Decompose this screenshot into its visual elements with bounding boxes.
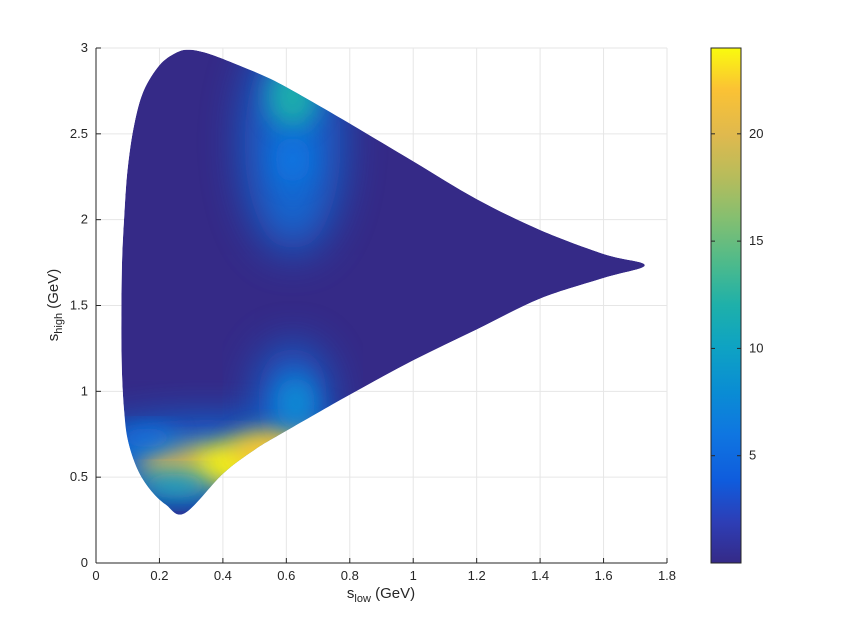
y-axis-label-unit: (GeV) [45, 269, 62, 313]
x-tick-label: 1 [410, 568, 417, 583]
x-tick-label: 1.4 [531, 568, 549, 583]
y-tick-label: 2 [81, 212, 88, 227]
hotspot-6 [121, 426, 177, 449]
colorbar-gradient [710, 47, 742, 564]
y-axis-label: shigh (GeV) [45, 269, 65, 341]
y-tick-label: 1 [81, 383, 88, 398]
x-tick-label: 0.4 [214, 568, 232, 583]
x-tick-label: 1.8 [658, 568, 676, 583]
colorbar-tick-label: 15 [749, 233, 763, 248]
x-tick-label: 0 [92, 568, 99, 583]
x-axis-label: slow (GeV) [347, 585, 415, 605]
colorbar-tick-label: 5 [749, 448, 756, 463]
x-axis-label-unit: (GeV) [371, 585, 415, 602]
y-tick-label: 0.5 [70, 469, 88, 484]
hotspot-5 [276, 377, 316, 430]
y-tick-label: 2.5 [70, 126, 88, 141]
x-axis-ticks: 0 0.2 0.4 0.6 0.8 1 1.2 1.4 1.6 1.8 [92, 558, 676, 583]
colorbar-tick-label: 20 [749, 126, 763, 141]
hotspot-1 [275, 136, 311, 183]
hotspot-7 [141, 473, 210, 499]
x-axis-label-base: s [347, 585, 355, 602]
x-tick-label: 1.2 [468, 568, 486, 583]
colorbar: 5 10 15 20 [710, 47, 763, 564]
x-tick-label: 0.2 [150, 568, 168, 583]
x-tick-label: 0.6 [277, 568, 295, 583]
y-tick-label: 1.5 [70, 298, 88, 313]
y-axis-label-base: s [45, 334, 62, 342]
y-tick-label: 3 [81, 40, 88, 55]
colorbar-tick-label: 10 [749, 340, 763, 355]
y-axis-label-sub: high [53, 313, 65, 334]
x-axis-label-sub: low [354, 593, 371, 605]
x-tick-label: 0.8 [341, 568, 359, 583]
y-tick-label: 0 [81, 555, 88, 570]
x-tick-label: 1.6 [595, 568, 613, 583]
y-axis-ticks: 0 0.5 1 1.5 2 2.5 3 [70, 40, 101, 570]
colorbar-ticks: 5 10 15 20 [711, 126, 763, 463]
